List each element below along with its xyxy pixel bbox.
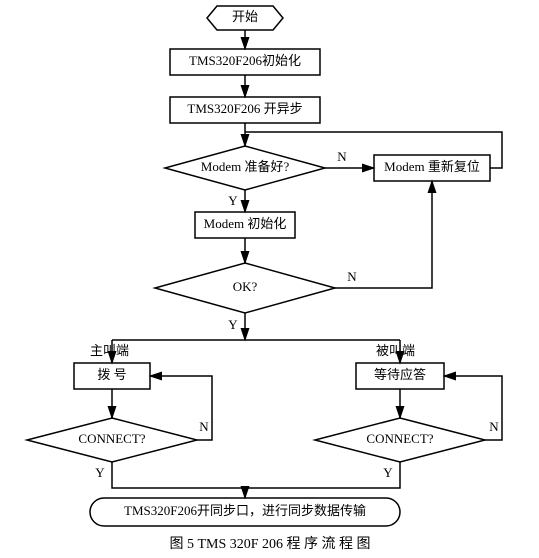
svg-text:OK?: OK?	[233, 279, 258, 294]
svg-text:N: N	[337, 149, 347, 164]
svg-text:Y: Y	[383, 465, 393, 480]
svg-text:Y: Y	[95, 465, 105, 480]
svg-text:开始: 开始	[232, 9, 258, 24]
svg-text:TMS320F206 开异步: TMS320F206 开异步	[187, 101, 302, 116]
svg-text:TMS320F206初始化: TMS320F206初始化	[189, 53, 301, 68]
svg-text:Modem 重新复位: Modem 重新复位	[384, 159, 480, 174]
svg-text:N: N	[489, 419, 499, 434]
svg-text:TMS320F206开同步口，进行同步数据传输: TMS320F206开同步口，进行同步数据传输	[124, 503, 366, 518]
flowchart: 开始 TMS320F206初始化 TMS320F206 开异步 Modem 准备好? M…	[0, 0, 539, 558]
svg-text:Y: Y	[228, 317, 238, 332]
svg-text:主叫端: 主叫端	[90, 343, 129, 358]
svg-text:CONNECT?: CONNECT?	[366, 431, 433, 446]
svg-text:CONNECT?: CONNECT?	[78, 431, 145, 446]
svg-text:Y: Y	[228, 193, 238, 208]
svg-text:拨 号: 拨 号	[97, 367, 126, 382]
svg-text:Modem 准备好?: Modem 准备好?	[201, 159, 290, 174]
svg-text:N: N	[347, 269, 357, 284]
svg-text:N: N	[199, 419, 209, 434]
svg-text:Modem 初始化: Modem 初始化	[204, 216, 287, 231]
svg-text:图 5 TMS 320F 206 程 序 流 程 图: 图 5 TMS 320F 206 程 序 流 程 图	[169, 536, 370, 552]
svg-text:被叫端: 被叫端	[376, 343, 415, 358]
svg-text:等待应答: 等待应答	[374, 367, 426, 382]
